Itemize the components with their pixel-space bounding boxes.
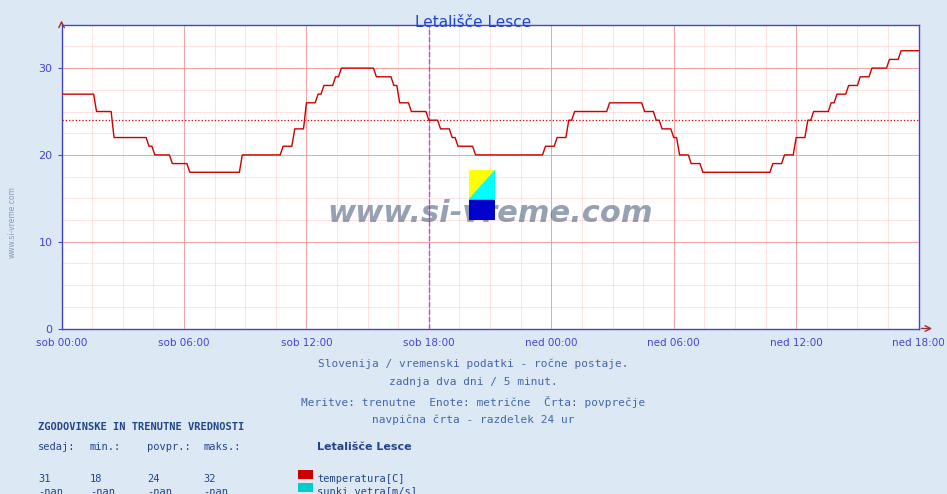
Text: ned 12:00: ned 12:00 (770, 338, 823, 348)
Text: www.si-vreme.com: www.si-vreme.com (328, 199, 652, 228)
Text: povpr.:: povpr.: (147, 442, 190, 452)
Text: www.si-vreme.com: www.si-vreme.com (8, 186, 17, 258)
Text: -nan: -nan (90, 487, 115, 494)
Text: 32: 32 (204, 474, 216, 484)
Text: Letališče Lesce: Letališče Lesce (416, 15, 531, 30)
Text: Letališče Lesce: Letališče Lesce (317, 442, 412, 452)
Text: zadnja dva dni / 5 minut.: zadnja dva dni / 5 minut. (389, 377, 558, 387)
Text: -nan: -nan (147, 487, 171, 494)
Text: ned 00:00: ned 00:00 (525, 338, 578, 348)
Text: sob 06:00: sob 06:00 (158, 338, 209, 348)
Text: navpična črta - razdelek 24 ur: navpična črta - razdelek 24 ur (372, 414, 575, 425)
Text: ZGODOVINSKE IN TRENUTNE VREDNOSTI: ZGODOVINSKE IN TRENUTNE VREDNOSTI (38, 422, 244, 432)
Polygon shape (469, 170, 495, 200)
Text: -nan: -nan (38, 487, 63, 494)
Text: sedaj:: sedaj: (38, 442, 76, 452)
Text: 31: 31 (38, 474, 50, 484)
Text: 24: 24 (147, 474, 159, 484)
Text: ned 06:00: ned 06:00 (648, 338, 700, 348)
Bar (469, 200, 495, 220)
Text: Meritve: trenutne  Enote: metrične  Črta: povprečje: Meritve: trenutne Enote: metrične Črta: … (301, 396, 646, 408)
Text: -nan: -nan (204, 487, 228, 494)
Text: ned 18:00: ned 18:00 (892, 338, 945, 348)
Text: maks.:: maks.: (204, 442, 241, 452)
Text: sob 12:00: sob 12:00 (280, 338, 332, 348)
Text: sob 18:00: sob 18:00 (403, 338, 455, 348)
Text: 18: 18 (90, 474, 102, 484)
Text: sob 00:00: sob 00:00 (36, 338, 87, 348)
Polygon shape (469, 170, 495, 200)
Text: min.:: min.: (90, 442, 121, 452)
Text: Slovenija / vremenski podatki - ročne postaje.: Slovenija / vremenski podatki - ročne po… (318, 358, 629, 369)
Text: temperatura[C]: temperatura[C] (317, 474, 404, 484)
Text: sunki vetra[m/s]: sunki vetra[m/s] (317, 487, 418, 494)
